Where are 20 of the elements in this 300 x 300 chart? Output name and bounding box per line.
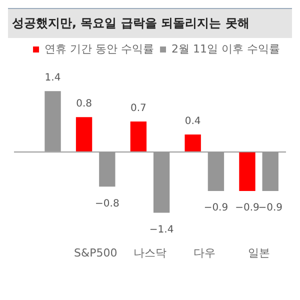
chart-title: 성공했지만, 목요일 급락을 되돌리지는 못해 xyxy=(8,8,292,38)
x-tick-label: 일본 xyxy=(248,246,270,260)
data-label: −1.4 xyxy=(149,224,174,236)
legend-label: 2월 11일 이후 수익률 xyxy=(172,42,280,56)
x-tick-label: 다우 xyxy=(193,246,216,260)
data-label: −0.9 xyxy=(258,202,283,214)
legend-label: 연휴 기간 동안 수익률 xyxy=(44,42,154,56)
bar xyxy=(130,121,147,152)
data-label: −0.9 xyxy=(235,202,260,214)
x-tick-label: S&P500 xyxy=(74,246,118,260)
bar xyxy=(76,117,92,152)
bar xyxy=(239,152,256,192)
data-label: 1.4 xyxy=(44,72,61,84)
data-label: 0.4 xyxy=(184,116,201,128)
data-label: 0.8 xyxy=(76,98,92,110)
data-label: −0.8 xyxy=(95,198,120,210)
data-label: −0.9 xyxy=(204,202,228,214)
x-tick-label: 나스닥 xyxy=(134,246,166,260)
bar xyxy=(184,134,201,152)
data-label: 0.7 xyxy=(130,103,146,114)
